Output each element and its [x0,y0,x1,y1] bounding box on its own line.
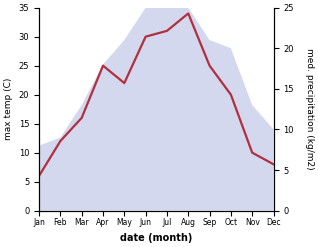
X-axis label: date (month): date (month) [120,233,192,243]
Y-axis label: med. precipitation (kg/m2): med. precipitation (kg/m2) [305,48,314,170]
Y-axis label: max temp (C): max temp (C) [4,78,13,140]
